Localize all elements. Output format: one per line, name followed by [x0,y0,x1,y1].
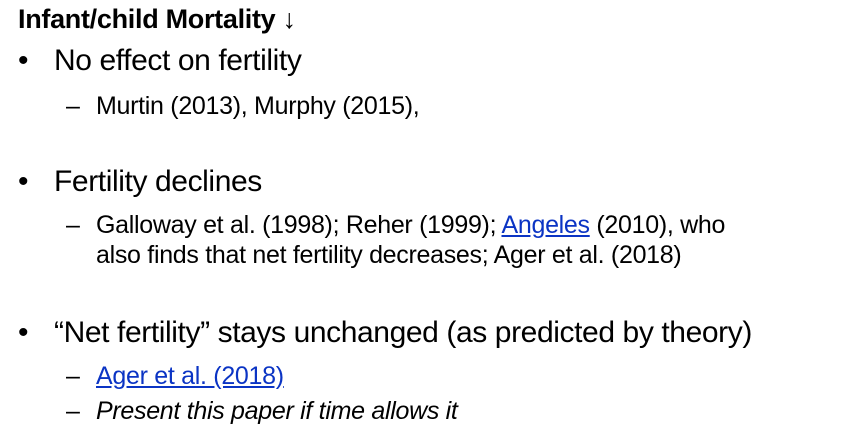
sub-item-murtin-murphy: – Murtin (2013), Murphy (2015), [66,91,420,121]
dash-icon: – [66,397,80,425]
sub-item-text: Present this paper if time allows it [96,397,458,425]
bullet-text: Fertility declines [54,165,262,198]
sub-item-text: Murtin (2013), Murphy (2015), [96,92,420,120]
sub-item-ager-link: – Ager et al. (2018) [66,361,284,391]
ager-2018-link[interactable]: Ager et al. (2018) [96,362,284,390]
bullet-icon: • [18,44,29,77]
sub-item-continuation: also finds that net fertility decreases;… [96,241,682,269]
dash-icon: – [66,92,80,120]
bullet-icon: • [18,165,29,198]
bullet-text: No effect on fertility [54,44,302,77]
dash-icon: – [66,211,80,239]
sub-item-suffix: (2010), who [589,211,726,239]
bullet-text: “Net fertility” stays unchanged (as pred… [54,316,752,349]
bullet-fertility-declines: • Fertility declines [18,165,262,199]
sub-item-prefix: Galloway et al. (1998); Reher (1999); [96,211,502,239]
angeles-link[interactable]: Angeles [501,211,590,239]
slide-title: Infant/child Mortality ↓ [18,4,296,34]
bullet-no-effect: • No effect on fertility [18,44,302,78]
sub-item-galloway: – Galloway et al. (1998); Reher (1999); A… [66,210,725,270]
bullet-icon: • [18,316,29,349]
bullet-net-fertility: • “Net fertility” stays unchanged (as pre… [18,316,752,350]
sub-item-present-paper: – Present this paper if time allows it [66,396,458,426]
dash-icon: – [66,362,80,390]
